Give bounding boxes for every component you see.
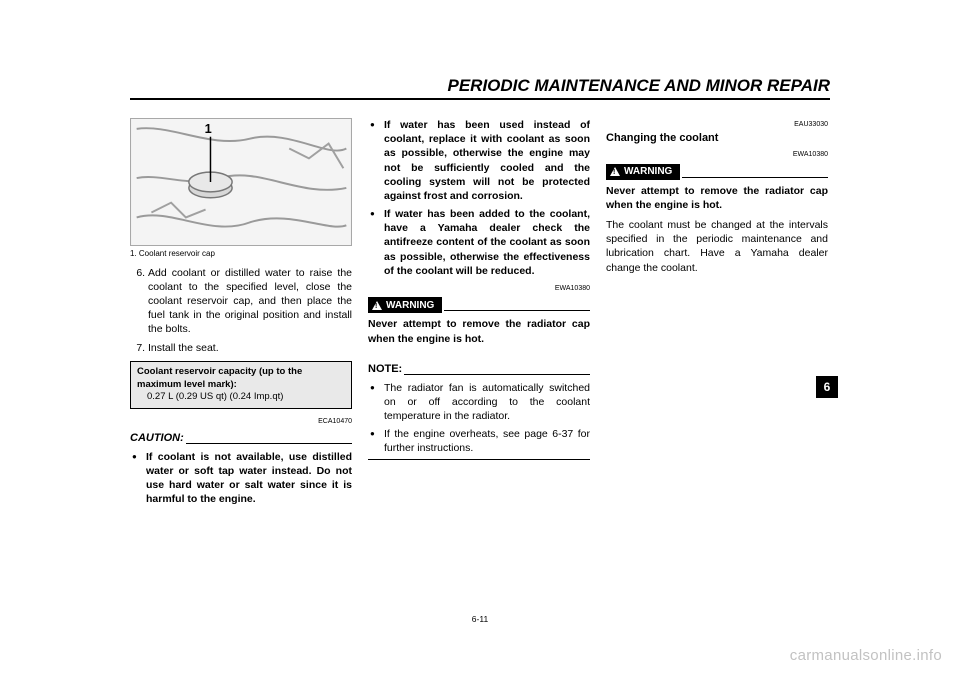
spec-title: Coolant reservoir capacity (up to the ma…	[137, 366, 345, 392]
section-code-col3: EAU33030	[606, 120, 828, 129]
step-6: Add coolant or distilled water to raise …	[148, 266, 352, 337]
section-heading: Changing the coolant	[606, 131, 828, 146]
note-list: The radiator fan is automatically switch…	[368, 381, 590, 456]
spec-value: 0.27 L (0.29 US qt) (0.24 Imp.qt)	[137, 391, 345, 404]
caution-code: ECA10470	[130, 417, 352, 426]
col3-body: The coolant must be changed at the inter…	[606, 218, 828, 275]
note-rule	[404, 374, 590, 375]
warning-badge-col2: WARNING	[368, 297, 442, 313]
caution-list-1: If coolant is not available, use distill…	[130, 450, 352, 507]
manual-page: PERIODIC MAINTENANCE AND MINOR REPAIR 1	[130, 98, 830, 608]
warning-text-col2: Never attempt to remove the radiator cap…	[368, 317, 590, 345]
step-7: Install the seat.	[148, 341, 352, 355]
spacer	[368, 352, 590, 358]
warning-label-col3: WARNING	[624, 165, 672, 179]
warning-heading-col3: WARNING	[606, 164, 828, 180]
caution-bullet-2: If water has been used instead of coolan…	[384, 118, 590, 203]
warning-rule-col2	[444, 310, 590, 311]
content-columns: 1 1. Coolant reservoir cap Add coolant o…	[130, 118, 830, 512]
chapter-tab: 6	[816, 376, 838, 398]
note-bullet-2: If the engine overheats, see page 6-37 f…	[384, 427, 590, 455]
step-list: Add coolant or distilled water to raise …	[130, 266, 352, 355]
warning-text-col3: Never attempt to remove the radiator cap…	[606, 184, 828, 212]
caution-bullet-3: If water has been added to the coolant, …	[384, 207, 590, 278]
caution-rule	[186, 443, 352, 444]
illustration: 1	[130, 118, 352, 246]
page-title: PERIODIC MAINTENANCE AND MINOR REPAIR	[447, 76, 830, 96]
caution-label: CAUTION:	[130, 431, 184, 446]
column-1: 1 1. Coolant reservoir cap Add coolant o…	[130, 118, 352, 512]
spec-box: Coolant reservoir capacity (up to the ma…	[130, 361, 352, 409]
note-bullet-1: The radiator fan is automatically switch…	[384, 381, 590, 424]
warning-badge-col3: WARNING	[606, 164, 680, 180]
warning-rule-col3	[682, 177, 828, 178]
note-label: NOTE:	[368, 362, 402, 377]
caution-bullet-1: If coolant is not available, use distill…	[146, 450, 352, 507]
page-number: 6-11	[472, 614, 488, 624]
caution-heading: CAUTION:	[130, 431, 352, 446]
watermark: carmanualsonline.info	[790, 647, 942, 664]
column-2: If water has been used instead of coolan…	[368, 118, 590, 512]
warning-triangle-icon	[372, 301, 382, 310]
column-3: EAU33030 Changing the coolant EWA10380 W…	[606, 118, 828, 512]
svg-text:1: 1	[205, 121, 212, 136]
header-rule	[130, 98, 830, 100]
illustration-caption: 1. Coolant reservoir cap	[130, 249, 352, 260]
coolant-illustration-svg: 1	[131, 119, 351, 245]
caution-list-2: If water has been used instead of coolan…	[368, 118, 590, 278]
warning-code-col2: EWA10380	[368, 284, 590, 293]
warning-label-col2: WARNING	[386, 299, 434, 313]
note-heading: NOTE:	[368, 362, 590, 377]
warning-heading-col2: WARNING	[368, 297, 590, 313]
warning-triangle-icon	[610, 167, 620, 176]
note-end-rule	[368, 459, 590, 460]
warning-code-col3: EWA10380	[606, 150, 828, 159]
